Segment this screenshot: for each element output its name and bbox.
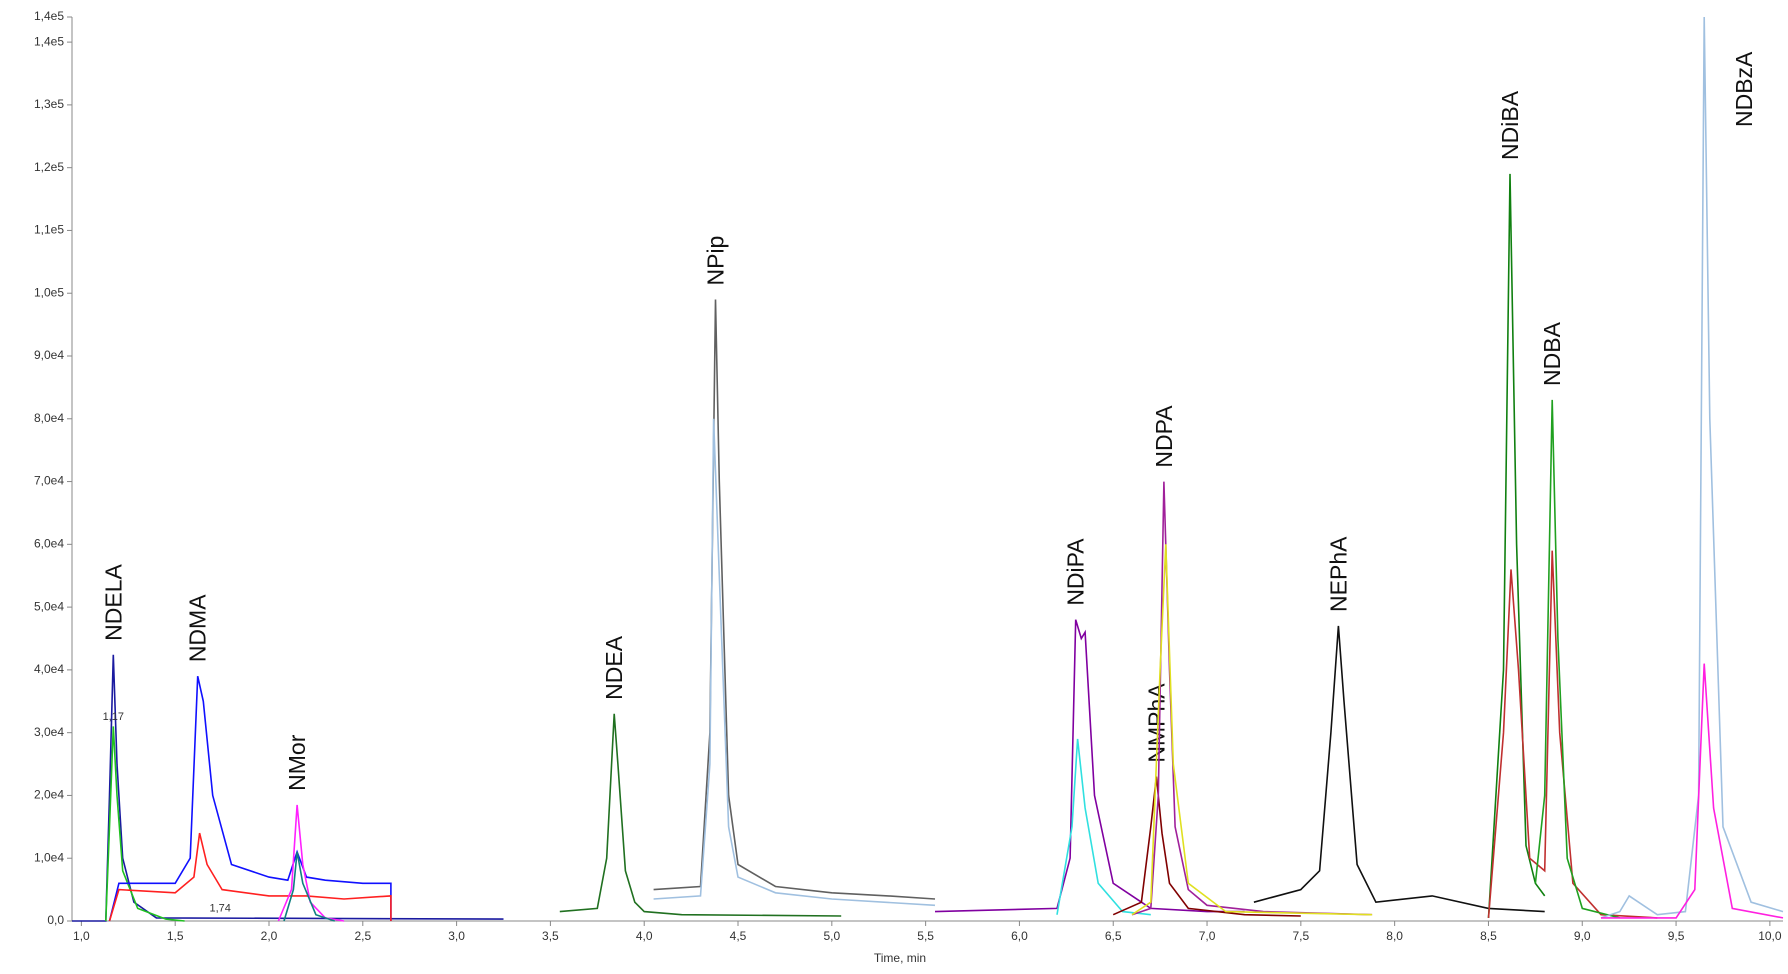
peak-label: NDPA <box>1151 405 1177 468</box>
y-tick-label: 9,0e4 <box>34 348 64 362</box>
trace <box>559 713 842 917</box>
y-tick-label: 1,4e5 <box>34 34 64 48</box>
y-tick-label: 1,4e5 <box>34 9 64 23</box>
y-tick-label: 5,0e4 <box>34 599 64 613</box>
x-tick-label: 3,5 <box>542 929 559 943</box>
y-tick-label: 8,0e4 <box>34 411 64 425</box>
x-tick-label: 1,0 <box>73 929 90 943</box>
retention-label: 1,74 <box>210 903 231 915</box>
x-axis-label: Time, min <box>874 951 926 965</box>
trace <box>108 676 392 922</box>
x-tick-label: 8,0 <box>1386 929 1403 943</box>
trace <box>108 832 392 922</box>
y-tick-label: 7,0e4 <box>34 474 64 488</box>
trace <box>1487 550 1658 919</box>
trace <box>283 851 335 922</box>
peak-label: NEPhA <box>1325 536 1351 612</box>
peak-label: NDMA <box>185 594 211 662</box>
y-tick-label: 1,3e5 <box>34 97 64 111</box>
peak-label: NDELA <box>100 563 126 640</box>
x-tick-label: 10,0 <box>1758 929 1782 943</box>
x-tick-label: 7,5 <box>1292 929 1309 943</box>
trace <box>1600 16 1784 919</box>
x-tick-label: 8,5 <box>1480 929 1497 943</box>
y-tick-label: 2,0e4 <box>34 788 64 802</box>
x-tick-label: 6,0 <box>1011 929 1028 943</box>
trace <box>653 299 936 900</box>
peak-label: NDBzA <box>1731 51 1757 127</box>
trace <box>934 619 1245 913</box>
x-tick-label: 2,0 <box>261 929 278 943</box>
y-tick-label: 4,0e4 <box>34 662 64 676</box>
trace <box>105 726 185 922</box>
x-tick-label: 7,0 <box>1199 929 1216 943</box>
x-tick-label: 5,0 <box>823 929 840 943</box>
y-tick-label: 1,0e4 <box>34 850 64 864</box>
y-tick-label: 1,2e5 <box>34 160 64 174</box>
trace <box>1601 663 1784 919</box>
peak-label: NMor <box>284 734 310 791</box>
trace <box>1534 399 1620 919</box>
x-tick-label: 9,0 <box>1574 929 1591 943</box>
peak-label: NDEA <box>601 635 627 700</box>
peak-label: NDBA <box>1539 321 1565 386</box>
peak-label: NDiBA <box>1497 90 1523 160</box>
peak-label: NPip <box>703 236 729 286</box>
x-tick-label: 4,5 <box>730 929 747 943</box>
y-tick-label: 6,0e4 <box>34 537 64 551</box>
y-tick-label: 1,0e5 <box>34 285 64 299</box>
peak-label: NDiPA <box>1063 538 1089 606</box>
y-tick-label: 3,0e4 <box>34 725 64 739</box>
x-tick-label: 5,5 <box>917 929 934 943</box>
x-tick-label: 9,5 <box>1668 929 1685 943</box>
trace <box>1253 625 1545 913</box>
trace <box>1112 776 1301 917</box>
x-tick-label: 4,0 <box>636 929 653 943</box>
x-tick-label: 6,5 <box>1105 929 1122 943</box>
trace <box>1131 544 1373 916</box>
x-tick-label: 1,5 <box>167 929 184 943</box>
retention-label: 1,17 <box>103 711 124 723</box>
y-tick-label: 1,1e5 <box>34 223 64 237</box>
y-tick-label: 0,0 <box>47 913 64 927</box>
trace <box>1056 738 1151 916</box>
x-tick-label: 3,0 <box>448 929 465 943</box>
x-tick-label: 2,5 <box>354 929 371 943</box>
trace <box>653 418 936 907</box>
